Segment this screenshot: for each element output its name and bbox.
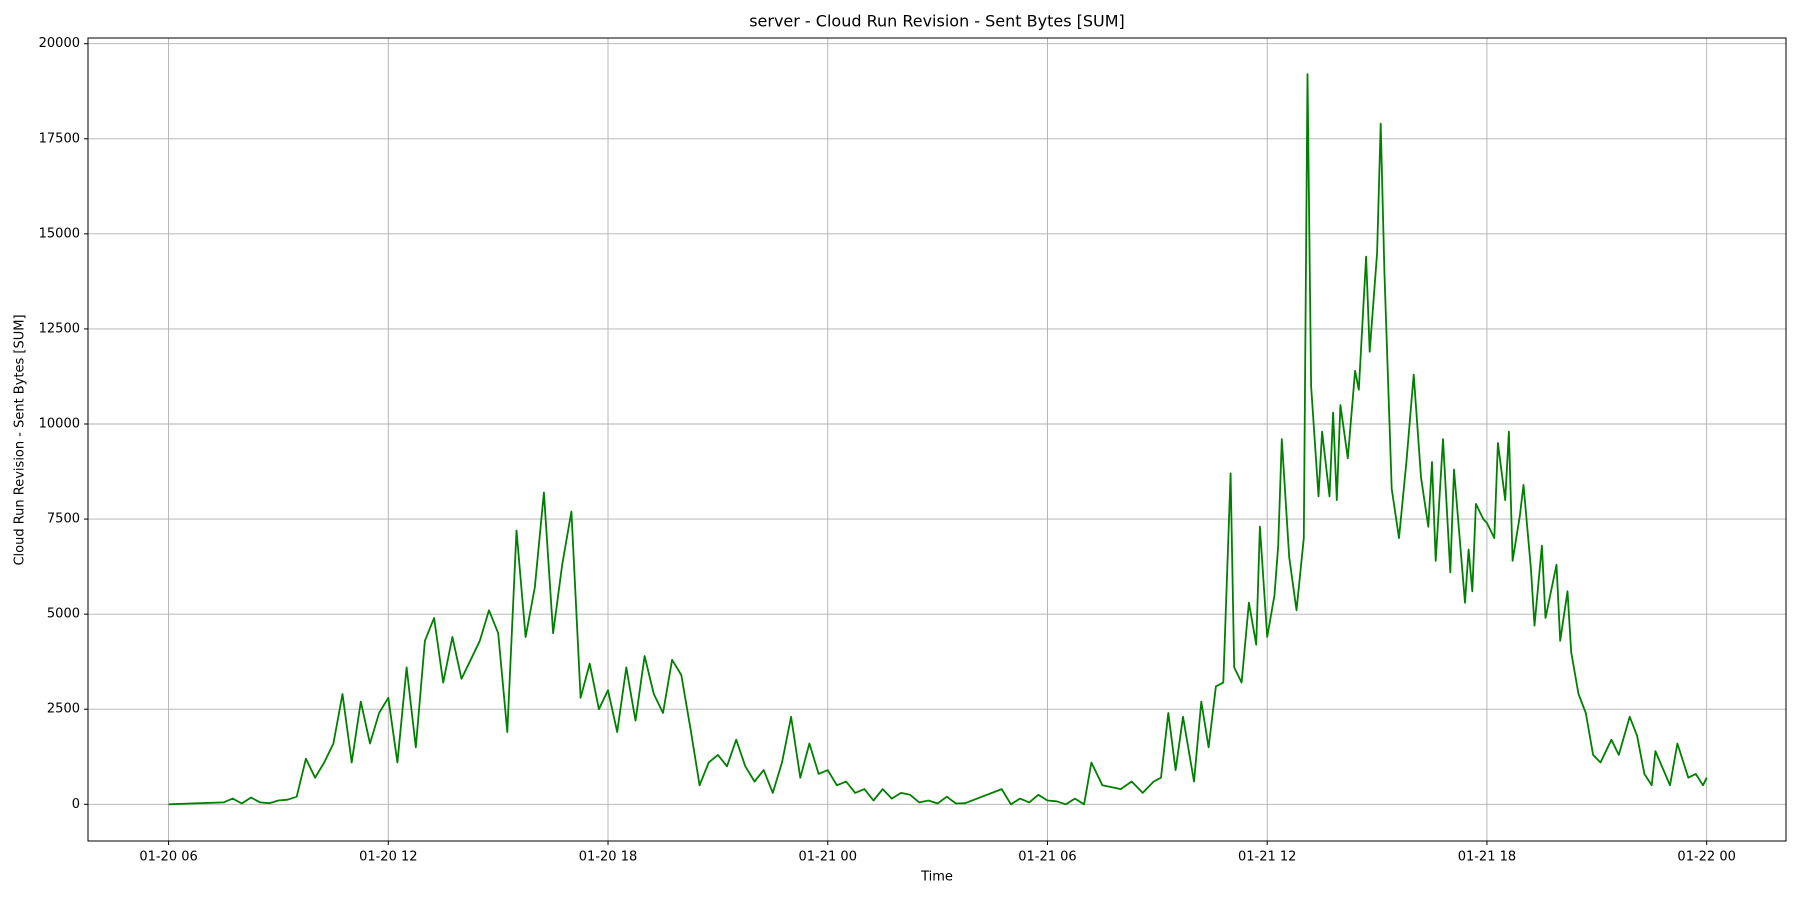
x-tick-label: 01-21 06 bbox=[1018, 850, 1076, 865]
y-tick-label: 10000 bbox=[39, 417, 80, 432]
chart-title: server - Cloud Run Revision - Sent Bytes… bbox=[749, 12, 1125, 31]
plot-frame bbox=[87, 37, 1787, 842]
y-tick-label: 7500 bbox=[47, 512, 80, 527]
y-tick-label: 12500 bbox=[39, 321, 80, 336]
data-line bbox=[168, 73, 1708, 806]
x-tick-label: 01-22 00 bbox=[1677, 850, 1735, 865]
y-tick-label: 2500 bbox=[47, 702, 80, 717]
x-tick-label: 01-21 12 bbox=[1238, 850, 1296, 865]
x-tick-label: 01-21 18 bbox=[1458, 850, 1516, 865]
y-tick-label: 20000 bbox=[39, 36, 80, 51]
x-tick-label: 01-20 06 bbox=[139, 850, 197, 865]
y-axis-label: Cloud Run Revision - Sent Bytes [SUM] bbox=[13, 314, 28, 565]
x-axis-label: Time bbox=[920, 870, 953, 885]
x-tick-label: 01-20 12 bbox=[359, 850, 417, 865]
y-tick-label: 5000 bbox=[47, 607, 80, 622]
y-tick-label: 17500 bbox=[39, 131, 80, 146]
x-tick-label: 01-21 00 bbox=[799, 850, 857, 865]
y-tick-label: 0 bbox=[72, 797, 80, 812]
y-tick-label: 15000 bbox=[39, 226, 80, 241]
x-tick-label: 01-20 18 bbox=[579, 850, 637, 865]
